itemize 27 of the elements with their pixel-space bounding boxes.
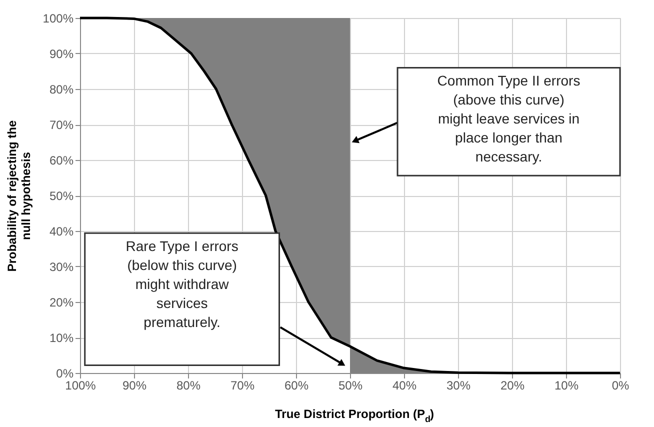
y-tick-label: 60% — [49, 154, 74, 168]
x-tick-label: 0% — [612, 378, 630, 392]
x-tick-label: 100% — [65, 378, 96, 392]
y-tick-label: 50% — [49, 189, 74, 203]
y-tick-label: 20% — [49, 296, 74, 310]
y-tick-label: 10% — [49, 331, 74, 345]
y-tick-label: 40% — [49, 224, 74, 238]
annotation: Rare Type I errors (below this curve) might withdraw services prematurely. — [84, 232, 346, 366]
annotation: Rare Type I errors (below this curve) might withdraw services prematurely. — [126, 238, 238, 330]
annotation: Common Type II errors (above this curve) might leave services in place longer than necessary. — [352, 66, 621, 176]
y-tick-label: 90% — [49, 47, 74, 61]
y-tick-label: 100% — [42, 12, 74, 26]
x-tick-label: 30% — [446, 378, 471, 392]
x-tick-label: 80% — [176, 378, 201, 392]
x-tick-label: 50% — [338, 378, 363, 392]
y-tick-label: 0% — [56, 366, 74, 380]
x-tick-label: 70% — [230, 378, 255, 392]
y-axis-title: Probability of rejecting the null hypothesis — [4, 120, 33, 272]
x-tick-label: 40% — [392, 378, 417, 392]
x-tick-label: 10% — [554, 378, 579, 392]
y-tick-label: 30% — [49, 260, 74, 274]
x-tick-label: 20% — [500, 378, 525, 392]
y-tick-label: 70% — [49, 118, 74, 132]
x-tick-label: 90% — [122, 378, 147, 392]
y-tick-label: 80% — [49, 82, 74, 96]
x-tick-label: 60% — [284, 378, 309, 392]
annotation: Common Type II errors (above this curve) might leave services in place longer than necessary. — [437, 72, 580, 165]
